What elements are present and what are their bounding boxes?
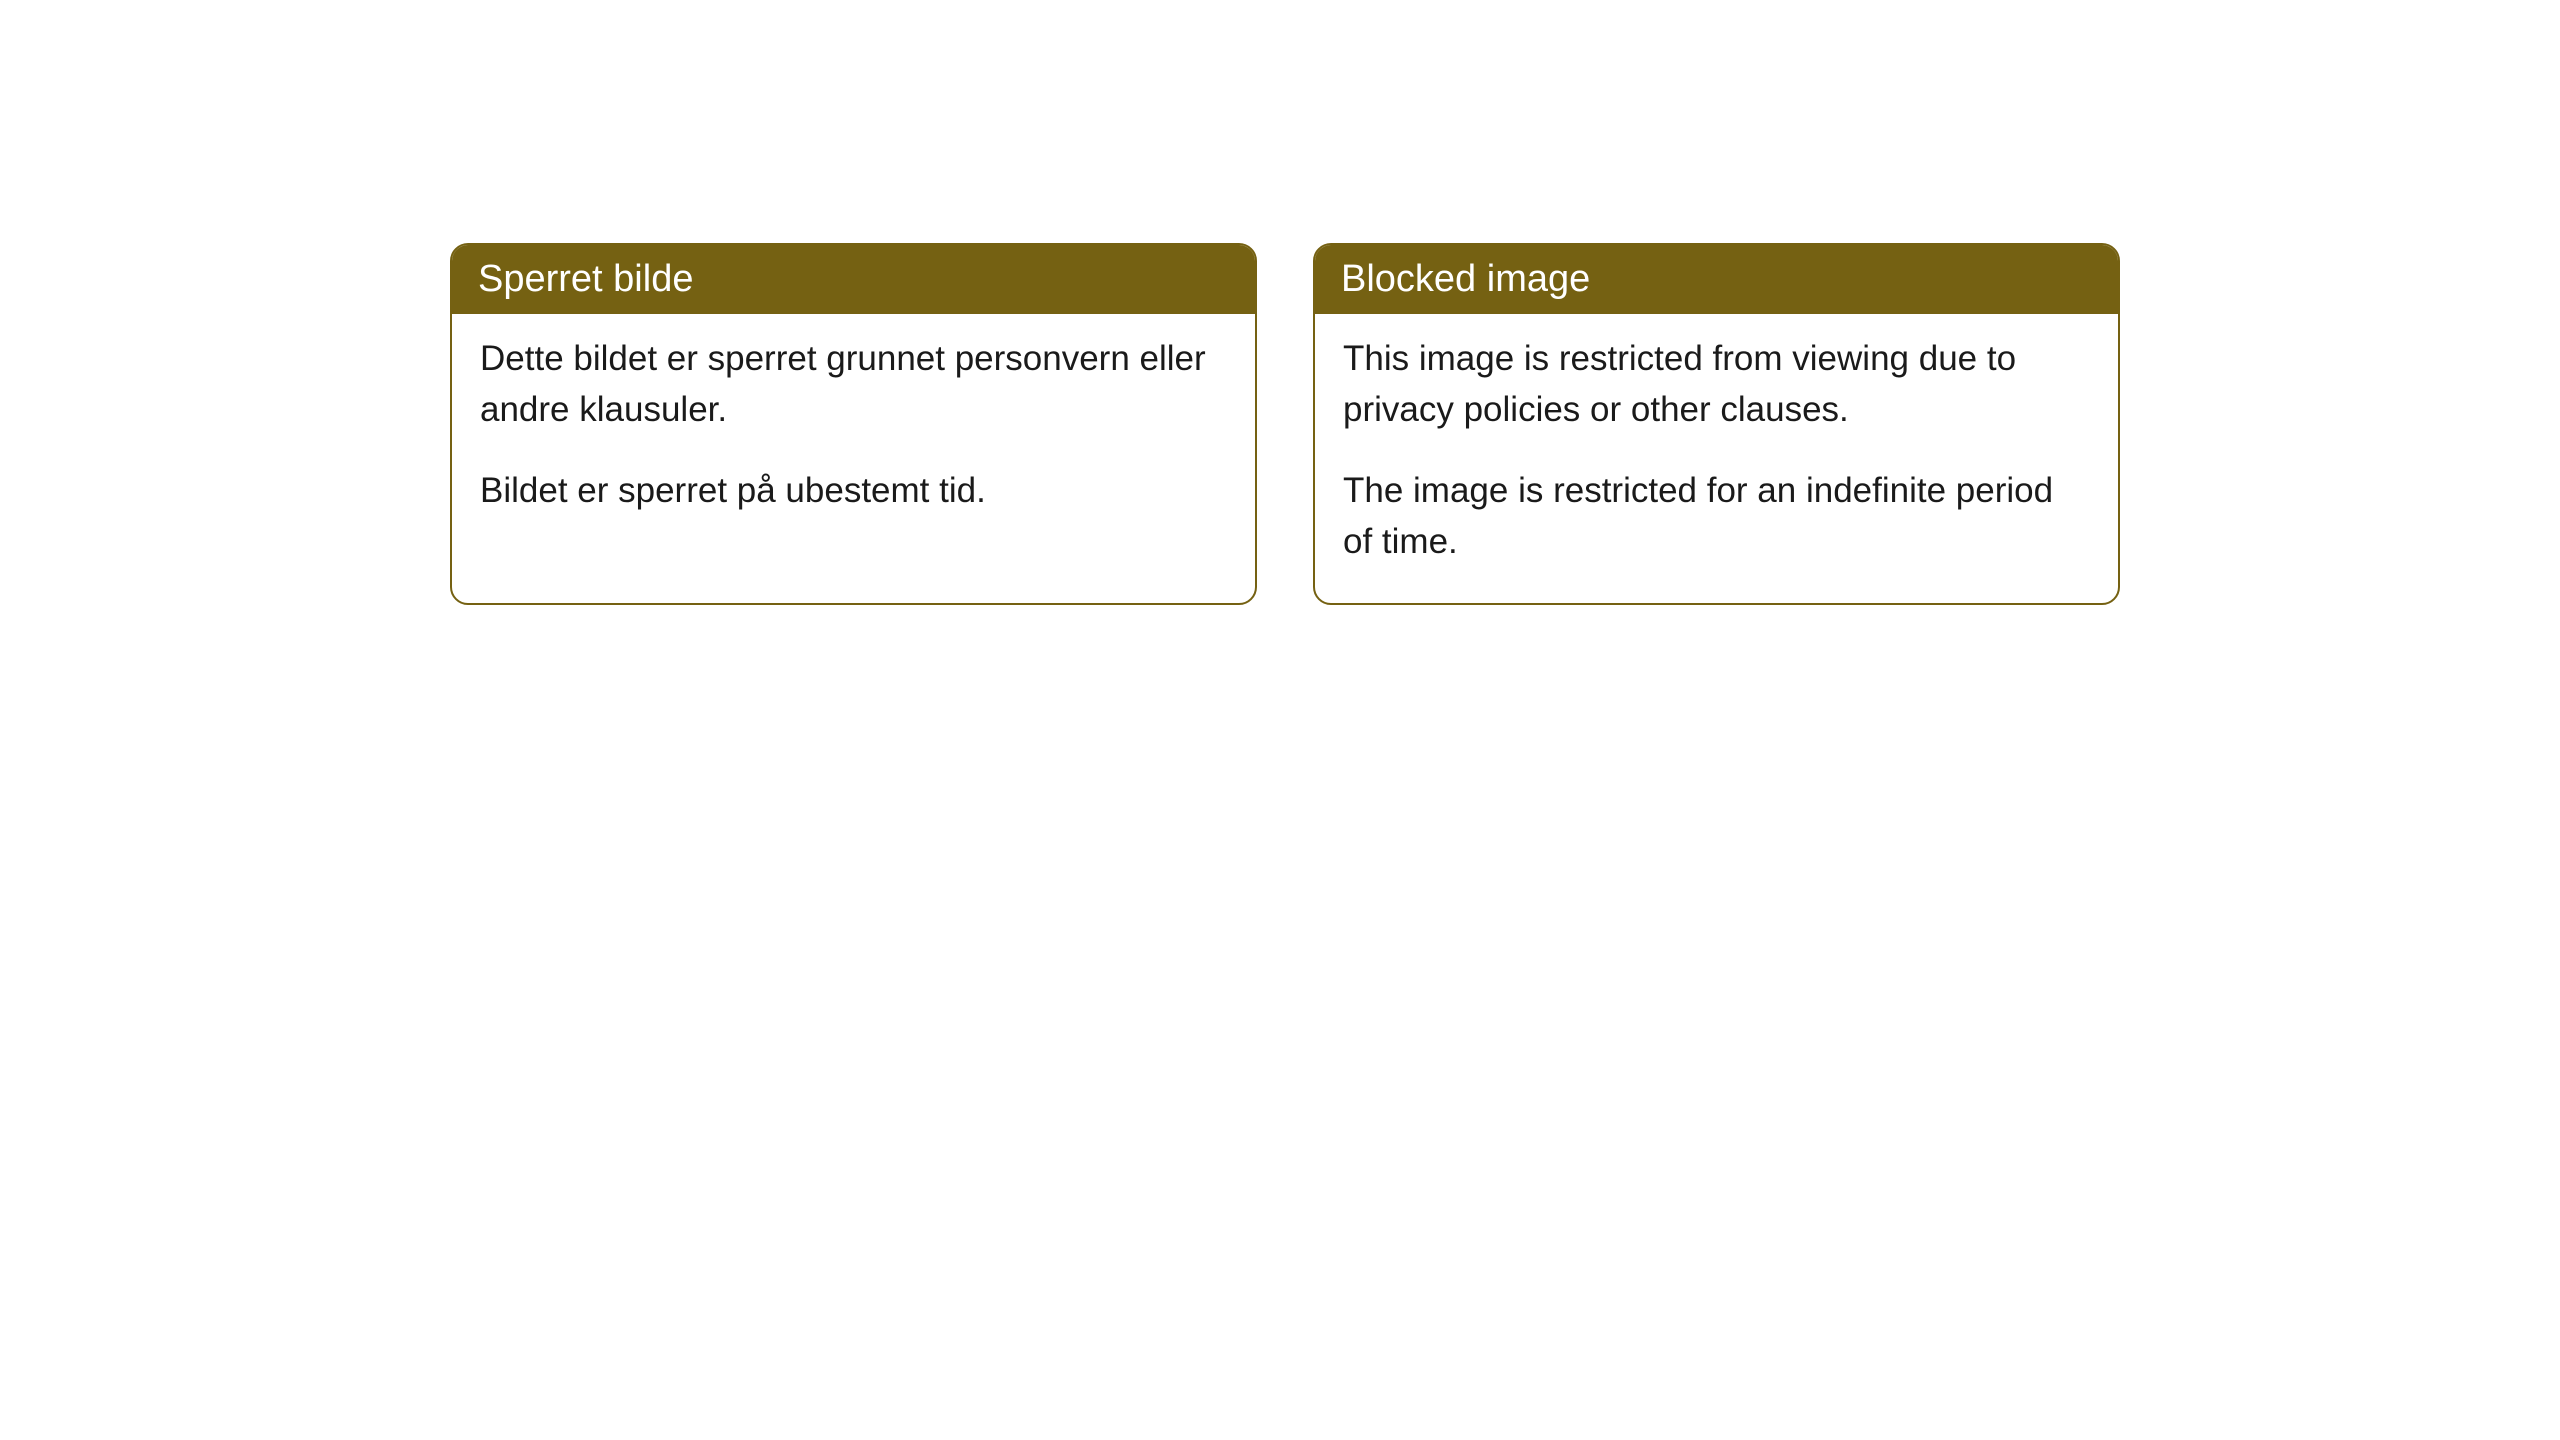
notice-cards-container: Sperret bilde Dette bildet er sperret gr… xyxy=(450,243,2120,605)
card-body: Dette bildet er sperret grunnet personve… xyxy=(452,314,1255,552)
card-paragraph: Bildet er sperret på ubestemt tid. xyxy=(480,466,1227,517)
card-paragraph: Dette bildet er sperret grunnet personve… xyxy=(480,334,1227,436)
card-header: Sperret bilde xyxy=(452,245,1255,314)
card-title: Sperret bilde xyxy=(478,258,693,300)
notice-card-norwegian: Sperret bilde Dette bildet er sperret gr… xyxy=(450,243,1257,605)
card-header: Blocked image xyxy=(1315,245,2118,314)
card-paragraph: This image is restricted from viewing du… xyxy=(1343,334,2090,436)
card-paragraph: The image is restricted for an indefinit… xyxy=(1343,466,2090,568)
card-body: This image is restricted from viewing du… xyxy=(1315,314,2118,603)
card-title: Blocked image xyxy=(1341,258,1590,300)
notice-card-english: Blocked image This image is restricted f… xyxy=(1313,243,2120,605)
